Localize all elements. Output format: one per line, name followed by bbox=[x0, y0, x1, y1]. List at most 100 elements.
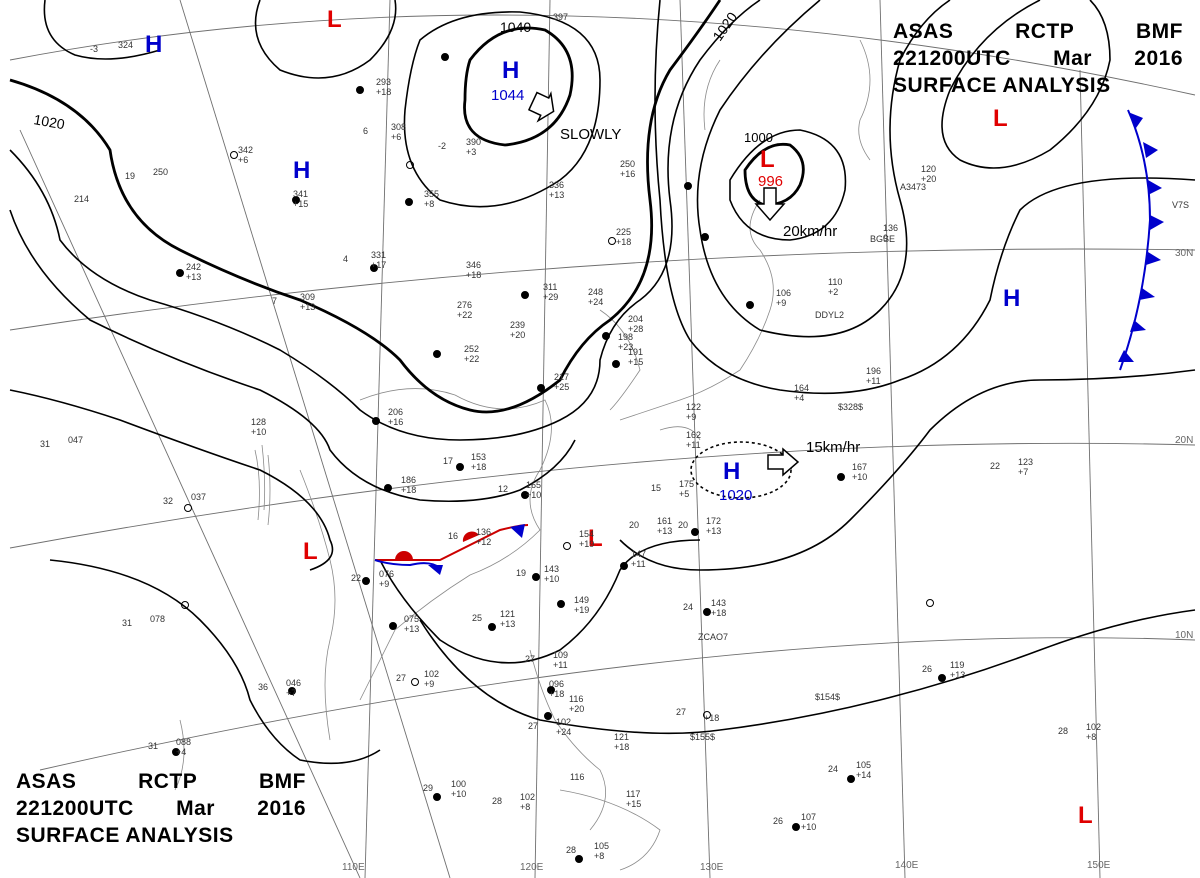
station-pressure: 162 bbox=[686, 430, 701, 440]
station-pressure: 105 bbox=[594, 841, 609, 851]
station-pressure: 191 bbox=[628, 347, 643, 357]
station-pressure: 102 bbox=[1086, 722, 1101, 732]
station-plot: 096+18 bbox=[549, 679, 564, 699]
station-tendency: +20 bbox=[510, 330, 525, 340]
ship-callsign: DDYL2 bbox=[815, 310, 844, 320]
station-temperature: 26 bbox=[922, 664, 932, 674]
station-tendency: 0 bbox=[883, 233, 888, 243]
station-pressure: 076 bbox=[379, 569, 394, 579]
station-tendency: +3 bbox=[466, 147, 476, 157]
station-plot: 154+19 bbox=[579, 529, 594, 549]
station-pressure: 252 bbox=[464, 344, 479, 354]
station-plot: 204+28 bbox=[628, 314, 643, 334]
station-tendency: +13 bbox=[549, 190, 564, 200]
station-pressure: 331 bbox=[371, 250, 386, 260]
station-plot: 198+23 bbox=[618, 332, 633, 352]
station-temperature: 28 bbox=[1058, 726, 1068, 736]
central-pressure-996: 996 bbox=[758, 173, 783, 190]
station-temperature: -2 bbox=[438, 141, 446, 151]
isobars bbox=[9, 0, 1196, 765]
station-plot: 206+16 bbox=[388, 407, 403, 427]
office-code: BMF bbox=[1136, 20, 1183, 43]
station-plot: 27 +18 bbox=[676, 707, 719, 723]
valid-year: 2016 bbox=[257, 797, 306, 820]
station-plot: 106+9 bbox=[776, 288, 791, 308]
cold-front bbox=[1118, 109, 1164, 371]
station-plot: 217+25 bbox=[554, 372, 569, 392]
station-tendency: +20 bbox=[921, 174, 936, 184]
station-tendency: +18 bbox=[376, 87, 391, 97]
station-tendency: +29 bbox=[543, 292, 558, 302]
station-pressure: 250 bbox=[153, 167, 168, 177]
station-tendency: +19 bbox=[574, 605, 589, 615]
station-temperature: 22 bbox=[990, 461, 1000, 471]
station-temperature: 19 bbox=[516, 568, 526, 578]
station-plot: 31 047 bbox=[40, 435, 83, 449]
station-plot: 186+18 bbox=[401, 475, 416, 495]
valid-month: Mar bbox=[176, 797, 215, 820]
station-plot: 24 105+14 bbox=[828, 760, 871, 780]
station-pressure: 342 bbox=[238, 145, 253, 155]
motion-label-slowly: SLOWLY bbox=[560, 126, 621, 143]
station-pressure: 206 bbox=[388, 407, 403, 417]
header-row-source: ASAS RCTP BMF bbox=[893, 18, 1183, 45]
station-tendency: +17 bbox=[371, 260, 386, 270]
station-tendency: +18 bbox=[471, 462, 486, 472]
low-marker: L bbox=[327, 6, 342, 33]
station-tendency: +8 bbox=[594, 851, 604, 861]
station-temperature: 31 bbox=[148, 741, 158, 751]
station-tendency: +4 bbox=[176, 747, 186, 757]
station-temperature: 27 bbox=[396, 673, 406, 683]
valid-year: 2016 bbox=[1134, 47, 1183, 70]
station-plot: 342+6 bbox=[238, 145, 253, 165]
station-tendency: +13 bbox=[500, 619, 515, 629]
station-pressure: 198 bbox=[618, 332, 633, 342]
station-plot: 164+4 bbox=[794, 383, 809, 403]
station-tendency: +16 bbox=[388, 417, 403, 427]
station-plot: 26 107+10 bbox=[773, 812, 816, 832]
station-pressure: 186 bbox=[401, 475, 416, 485]
station-temperature: 20 bbox=[678, 520, 688, 530]
low-marker: L bbox=[1078, 802, 1093, 829]
station-temperature: 25 bbox=[472, 613, 482, 623]
station-plot: 293+18 bbox=[376, 77, 391, 97]
agency-code: ASAS bbox=[16, 770, 77, 793]
isobar-label: 1000 bbox=[744, 130, 773, 145]
station-tendency: +10 bbox=[544, 574, 559, 584]
station-plot: 28 105+8 bbox=[566, 841, 609, 861]
graticule-labels: 110E 120E 130E 140E 150E 30N 20N 10N bbox=[342, 248, 1193, 873]
station-pressure: 116 bbox=[569, 694, 583, 704]
ship-report-value: $328$ bbox=[838, 402, 863, 412]
station-plot: 167+10 bbox=[852, 462, 867, 482]
station-plot: 27 102+24 bbox=[528, 717, 571, 737]
station-pressure: 105 bbox=[856, 760, 871, 770]
station-tendency: +8 bbox=[424, 199, 434, 209]
station-temperature: 20 bbox=[629, 520, 639, 530]
station-plot: 116 bbox=[570, 772, 584, 782]
station-tendency: +11 bbox=[631, 559, 646, 569]
station-pressure: 175 bbox=[679, 479, 694, 489]
station-tendency: +16 bbox=[620, 169, 635, 179]
station-temperature: 31 bbox=[40, 439, 50, 449]
station-temperature: 16 bbox=[448, 531, 458, 541]
station-pressure: 102 bbox=[520, 792, 535, 802]
motion-label-20kmhr: 20km/hr bbox=[783, 223, 837, 240]
station-pressure: 128 bbox=[251, 417, 266, 427]
station-tendency: +15 bbox=[626, 799, 641, 809]
station-plot: 346+18 bbox=[466, 260, 481, 280]
station-plot: 149+19 bbox=[574, 595, 589, 615]
station-plot: 27 109+11 bbox=[525, 650, 568, 670]
station-tendency: +13 bbox=[706, 526, 721, 536]
ship-callsign: V7S bbox=[1172, 200, 1189, 210]
station-tendency: +28 bbox=[628, 324, 643, 334]
station-pressure: 308 bbox=[391, 122, 406, 132]
station-temperature: 6 bbox=[363, 126, 368, 136]
station-plot: 17 153+18 bbox=[443, 452, 486, 472]
station-plot: 27 102+9 bbox=[396, 669, 439, 689]
station-pressure: 397 bbox=[553, 12, 568, 22]
station-temperature: 29 bbox=[423, 783, 433, 793]
station-tendency: +9 bbox=[776, 298, 786, 308]
station-temperature: 24 bbox=[828, 764, 838, 774]
